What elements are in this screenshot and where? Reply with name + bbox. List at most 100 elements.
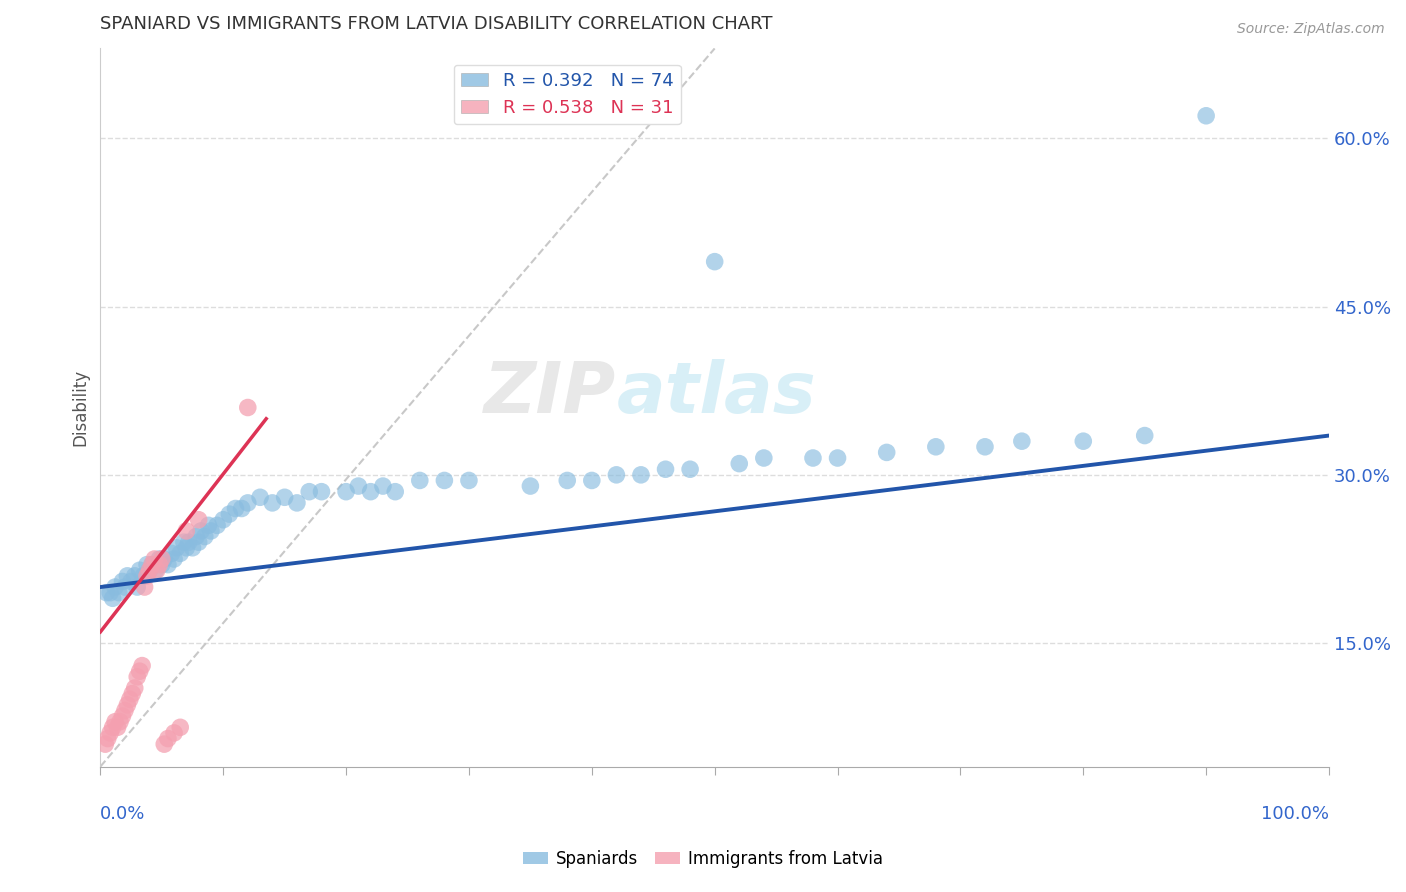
Point xyxy=(148,552,170,566)
Point xyxy=(200,524,222,538)
Point xyxy=(224,501,246,516)
Point xyxy=(97,731,120,746)
Point xyxy=(163,552,186,566)
Point xyxy=(347,479,370,493)
Point xyxy=(197,518,219,533)
Point xyxy=(101,720,124,734)
Point xyxy=(360,484,382,499)
Point xyxy=(335,484,357,499)
Point xyxy=(555,474,578,488)
Point xyxy=(176,524,198,538)
Text: 100.0%: 100.0% xyxy=(1261,805,1329,823)
Point xyxy=(153,737,176,751)
Point xyxy=(409,474,432,488)
Point xyxy=(114,580,136,594)
Point xyxy=(128,664,150,678)
Point xyxy=(173,535,195,549)
Point xyxy=(156,731,179,746)
Point xyxy=(128,563,150,577)
Point xyxy=(433,474,456,488)
Point xyxy=(107,720,129,734)
Legend: Spaniards, Immigrants from Latvia: Spaniards, Immigrants from Latvia xyxy=(516,844,890,875)
Point xyxy=(143,552,166,566)
Point xyxy=(131,658,153,673)
Point xyxy=(107,585,129,599)
Point xyxy=(190,524,212,538)
Point xyxy=(1011,434,1033,449)
Point xyxy=(212,513,235,527)
Point xyxy=(94,737,117,751)
Point xyxy=(108,714,131,729)
Point xyxy=(104,580,127,594)
Point xyxy=(169,546,191,560)
Point xyxy=(231,501,253,516)
Legend: R = 0.392   N = 74, R = 0.538   N = 31: R = 0.392 N = 74, R = 0.538 N = 31 xyxy=(454,64,681,124)
Point xyxy=(728,457,751,471)
Point xyxy=(160,546,183,560)
Point xyxy=(132,569,155,583)
Point xyxy=(138,563,160,577)
Point xyxy=(118,692,141,706)
Point xyxy=(801,450,824,465)
Text: ZIP: ZIP xyxy=(484,359,616,427)
Point xyxy=(581,474,603,488)
Point xyxy=(120,574,142,589)
Point xyxy=(273,490,295,504)
Point xyxy=(136,558,159,572)
Point xyxy=(111,709,134,723)
Point xyxy=(127,580,149,594)
Point xyxy=(150,558,173,572)
Point xyxy=(187,513,209,527)
Point xyxy=(101,591,124,606)
Text: 0.0%: 0.0% xyxy=(100,805,146,823)
Point xyxy=(114,704,136,718)
Point xyxy=(371,479,394,493)
Point xyxy=(876,445,898,459)
Point xyxy=(176,541,198,555)
Point xyxy=(249,490,271,504)
Point xyxy=(262,496,284,510)
Point xyxy=(236,401,259,415)
Point xyxy=(218,507,240,521)
Point xyxy=(153,552,176,566)
Point xyxy=(285,496,308,510)
Point xyxy=(519,479,541,493)
Point xyxy=(124,569,146,583)
Point xyxy=(384,484,406,499)
Point xyxy=(96,585,118,599)
Text: Source: ZipAtlas.com: Source: ZipAtlas.com xyxy=(1237,22,1385,37)
Point xyxy=(752,450,775,465)
Point xyxy=(187,535,209,549)
Point xyxy=(166,541,188,555)
Point xyxy=(98,585,121,599)
Point xyxy=(163,726,186,740)
Point xyxy=(156,558,179,572)
Point xyxy=(146,563,169,577)
Point xyxy=(181,541,204,555)
Point xyxy=(145,563,167,577)
Point xyxy=(111,574,134,589)
Point xyxy=(186,530,208,544)
Point xyxy=(1071,434,1094,449)
Point xyxy=(298,484,321,499)
Point xyxy=(124,681,146,695)
Point xyxy=(205,518,228,533)
Point xyxy=(605,467,627,482)
Point xyxy=(148,558,170,572)
Point xyxy=(974,440,997,454)
Point xyxy=(117,698,139,712)
Point xyxy=(458,474,481,488)
Point xyxy=(827,450,849,465)
Point xyxy=(177,535,200,549)
Y-axis label: Disability: Disability xyxy=(72,369,89,446)
Point xyxy=(136,569,159,583)
Point xyxy=(194,530,217,544)
Point xyxy=(654,462,676,476)
Point xyxy=(311,484,333,499)
Point xyxy=(1195,109,1218,123)
Point xyxy=(134,580,156,594)
Point xyxy=(121,687,143,701)
Point xyxy=(703,254,725,268)
Point xyxy=(925,440,948,454)
Point xyxy=(150,552,173,566)
